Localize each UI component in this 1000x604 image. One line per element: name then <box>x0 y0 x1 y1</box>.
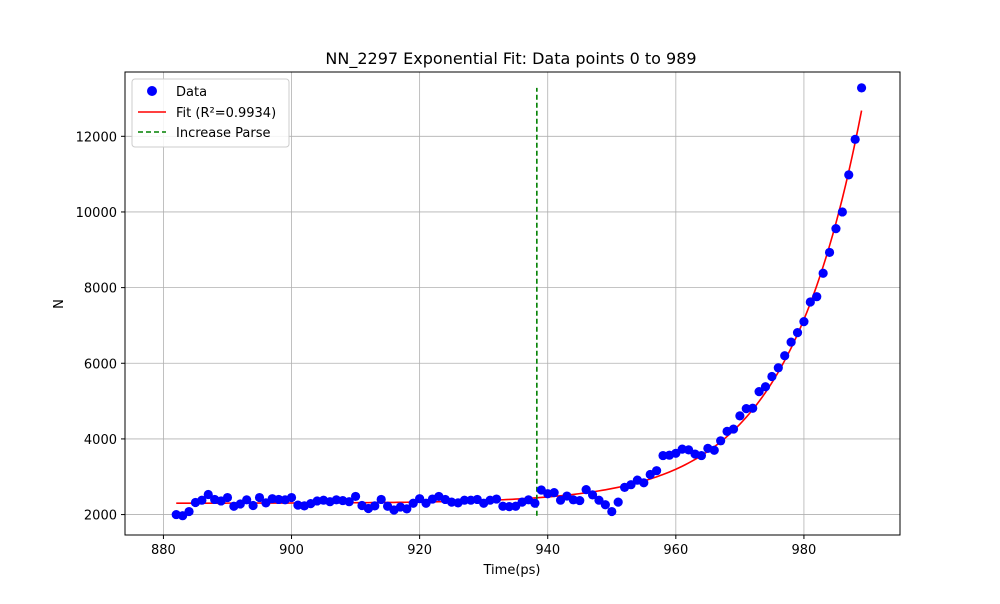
y-tick-label: 12000 <box>76 130 117 145</box>
data-point <box>491 494 502 504</box>
data-point <box>850 134 860 144</box>
y-tick-label: 6000 <box>84 357 117 372</box>
data-point <box>575 495 585 506</box>
y-tick-label: 2000 <box>84 509 117 524</box>
x-tick-label: 960 <box>663 543 688 558</box>
data-point <box>594 495 604 505</box>
data-point <box>856 83 867 93</box>
data-point <box>728 424 739 434</box>
data-point <box>805 297 815 307</box>
data-point <box>773 363 783 373</box>
x-axis-label: Time(ps) <box>483 563 541 578</box>
data-point <box>799 317 809 327</box>
data-point <box>184 506 194 517</box>
legend-data-label: Data <box>176 85 207 100</box>
data-point <box>197 495 207 505</box>
data-point <box>286 492 297 503</box>
x-tick-label: 900 <box>279 543 304 558</box>
data-point <box>459 495 470 505</box>
data-point <box>735 411 745 421</box>
data-point <box>600 500 610 510</box>
data-point <box>408 498 418 508</box>
data-point <box>792 328 803 338</box>
y-tick-label: 8000 <box>84 282 117 297</box>
data-point <box>242 495 252 505</box>
data-point <box>581 485 591 495</box>
y-axis-label: N <box>52 299 67 309</box>
data-point <box>549 488 559 498</box>
data-point <box>837 207 847 217</box>
data-point <box>767 371 777 382</box>
x-tick-label: 920 <box>407 543 432 558</box>
data-point <box>696 450 707 461</box>
data-point <box>716 436 726 446</box>
data-point <box>350 491 361 502</box>
data-point <box>652 466 662 476</box>
data-point <box>760 382 771 392</box>
data-point <box>376 494 386 505</box>
legend-box <box>131 78 290 148</box>
data-point <box>709 445 719 455</box>
data-point <box>402 504 412 514</box>
data-point <box>254 492 265 503</box>
data-points-layer <box>171 83 867 521</box>
data-point <box>370 501 380 511</box>
data-point <box>780 351 790 361</box>
data-point <box>587 490 598 500</box>
data-point <box>626 480 636 490</box>
data-point <box>415 494 425 504</box>
grid-layer <box>125 72 900 535</box>
data-point <box>818 268 828 278</box>
data-point <box>824 247 835 258</box>
data-point <box>639 478 649 488</box>
data-point <box>222 492 233 503</box>
data-point <box>613 497 623 507</box>
x-tick-label: 980 <box>792 543 817 558</box>
chart-title: NN_2297 Exponential Fit: Data points 0 t… <box>325 49 696 69</box>
legend: Data Fit (R²=0.9934) Increase Parse <box>131 78 290 148</box>
data-point <box>530 498 540 508</box>
data-point <box>844 170 854 180</box>
data-point <box>812 292 822 302</box>
data-point <box>754 387 764 397</box>
data-point <box>748 403 758 413</box>
data-point <box>248 500 258 511</box>
legend-data-marker <box>147 86 157 96</box>
plot-frame <box>124 71 901 536</box>
x-tick-label: 940 <box>535 543 560 558</box>
legend-fit-label: Fit (R²=0.9934) <box>176 106 276 121</box>
data-point <box>831 224 841 234</box>
y-tick-label: 10000 <box>76 206 117 221</box>
data-point <box>203 489 213 500</box>
y-tick-label: 4000 <box>84 433 117 448</box>
data-point <box>607 506 617 517</box>
data-point <box>786 337 796 347</box>
y-ticks: 2000 4000 6000 8000 10000 12000 <box>76 130 125 524</box>
x-ticks: 880 900 920 940 960 980 <box>151 535 816 558</box>
data-point <box>344 497 354 507</box>
legend-parse-label: Increase Parse <box>176 126 271 141</box>
x-tick-label: 880 <box>151 543 176 558</box>
